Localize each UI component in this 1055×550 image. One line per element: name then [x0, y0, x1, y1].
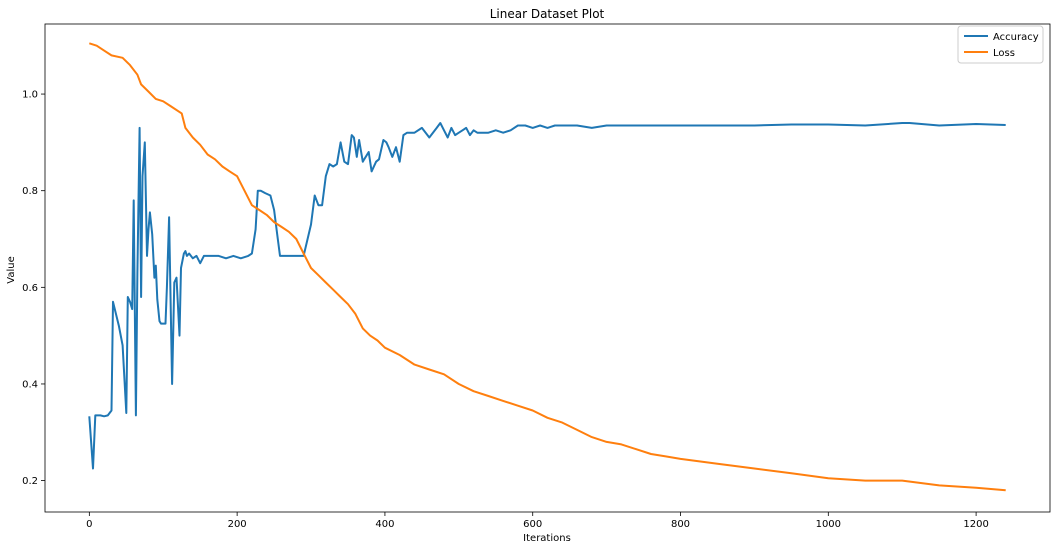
- y-tick-label: 0.2: [22, 476, 38, 487]
- y-tick-label: 0.8: [22, 186, 38, 197]
- chart-title: Linear Dataset Plot: [490, 7, 605, 21]
- plot-area: [44, 23, 1051, 513]
- legend-label-accuracy: Accuracy: [993, 32, 1039, 43]
- series-line-accuracy: [88, 122, 1006, 470]
- series-lines: [88, 42, 1006, 492]
- series-line-loss: [88, 42, 1006, 492]
- y-tick-label: 0.6: [22, 283, 38, 294]
- x-tick-label: 1000: [816, 519, 841, 530]
- x-tick-label: 0: [86, 519, 92, 530]
- x-axis-ticks: 0 200 400 600 800 1000 1200: [86, 512, 989, 530]
- legend: Accuracy Loss: [957, 25, 1044, 64]
- y-axis-ticks: 0.2 0.4 0.6 0.8 1.0: [22, 90, 45, 487]
- y-tick-label: 0.4: [22, 379, 38, 390]
- x-tick-label: 200: [228, 519, 247, 530]
- y-axis-label: Value: [6, 256, 17, 283]
- x-tick-label: 800: [671, 519, 690, 530]
- x-tick-label: 1200: [963, 519, 988, 530]
- legend-label-loss: Loss: [993, 48, 1015, 59]
- x-tick-label: 400: [375, 519, 394, 530]
- x-tick-label: 600: [523, 519, 542, 530]
- x-axis-label: Iterations: [523, 533, 571, 544]
- y-tick-label: 1.0: [22, 90, 38, 101]
